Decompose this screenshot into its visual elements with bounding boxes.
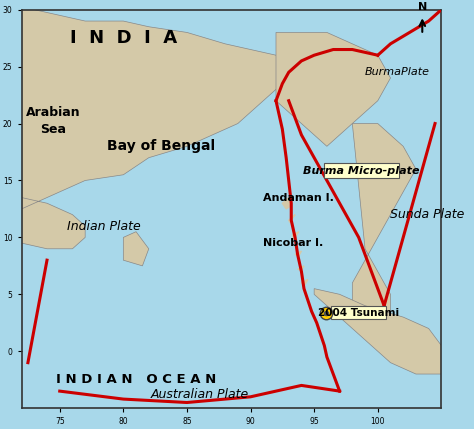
Text: Indian Plate: Indian Plate (67, 220, 141, 233)
Text: Nicobar I.: Nicobar I. (263, 238, 324, 248)
Text: Sunda Plate: Sunda Plate (391, 208, 465, 221)
Polygon shape (0, 10, 289, 249)
Text: Sea: Sea (40, 123, 66, 136)
Polygon shape (298, 266, 304, 270)
Text: N: N (418, 3, 427, 12)
Polygon shape (289, 214, 295, 223)
Text: Australian Plate: Australian Plate (151, 388, 249, 401)
Text: Andaman I.: Andaman I. (263, 193, 334, 202)
Text: Bay of Bengal: Bay of Bengal (108, 139, 216, 153)
Text: 2004 Tsunami: 2004 Tsunami (318, 308, 399, 317)
Text: Burma Micro-plate: Burma Micro-plate (303, 166, 419, 176)
Text: Arabian: Arabian (26, 106, 81, 119)
Polygon shape (283, 197, 291, 209)
Text: I N D I A N   O C E A N: I N D I A N O C E A N (56, 373, 216, 386)
Text: I  N  D  I  A: I N D I A (70, 29, 177, 47)
Polygon shape (301, 280, 308, 284)
Polygon shape (314, 289, 454, 374)
Polygon shape (292, 232, 299, 239)
Polygon shape (295, 251, 301, 256)
Polygon shape (276, 33, 391, 146)
FancyBboxPatch shape (324, 163, 399, 178)
Polygon shape (352, 124, 416, 329)
FancyBboxPatch shape (331, 306, 386, 319)
Polygon shape (123, 232, 149, 266)
Text: BurmaPlate: BurmaPlate (365, 67, 430, 77)
